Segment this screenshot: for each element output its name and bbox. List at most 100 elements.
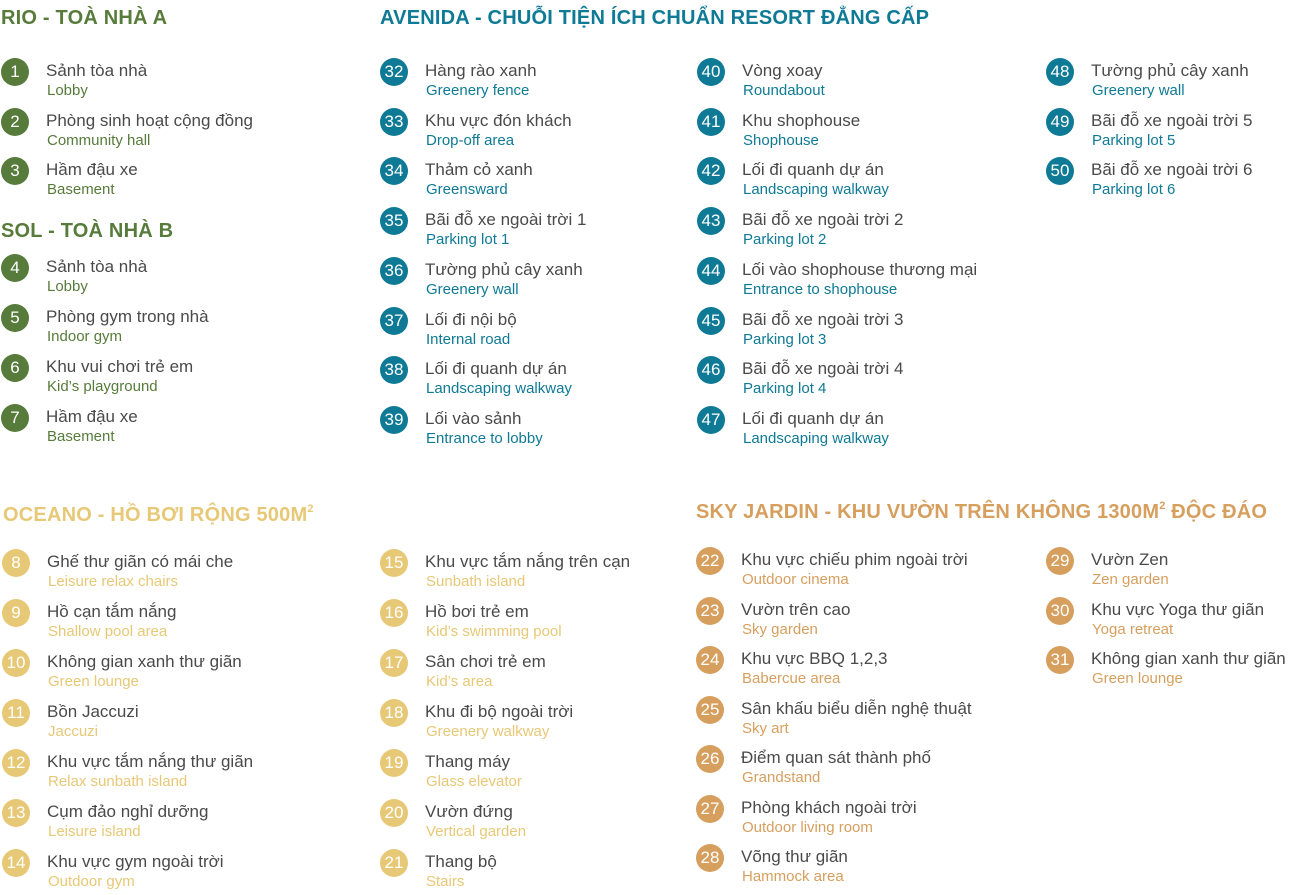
item-vietnamese-label: Khu shophouse <box>742 110 861 130</box>
item-english-label: Parking lot 4 <box>743 380 827 398</box>
item-english-label: Sky art <box>742 719 789 737</box>
item-vietnamese-label: Không gian xanh thư giãn <box>1091 649 1286 668</box>
list-item: 26 Điểm quan sát thành phố Grandstand <box>696 745 1026 789</box>
number-badge: 42 <box>697 157 725 186</box>
list-item: 35 Bãi đỗ xe ngoài trời 1 Parking lot 1 <box>380 207 710 251</box>
list-item: 14 Khu vực gym ngoài trời Outdoor gym <box>2 849 332 893</box>
item-english-label: Internal road <box>426 330 511 348</box>
list-item: 1 Sảnh tòa nhà Lobby <box>1 58 331 102</box>
number-badge: 40 <box>697 58 725 86</box>
item-vietnamese-label: Bãi đỗ xe ngoài trời 2 <box>742 210 904 230</box>
item-vietnamese-label: Bãi đỗ xe ngoài trời 4 <box>742 359 904 379</box>
item-english-label: Basement <box>47 428 115 445</box>
number-badge: 7 <box>1 404 29 432</box>
oceano-title: OCEANO - HỒ BƠI RỘNG 500M2 <box>3 497 314 527</box>
item-english-label: Greenery wall <box>426 280 519 298</box>
item-vietnamese-label: Thang bộ <box>425 852 497 871</box>
item-english-label: Babercue area <box>742 670 841 687</box>
number-badge: 34 <box>380 157 408 186</box>
list-item: 25 Sân khấu biểu diễn nghệ thuật Sky art <box>696 695 1026 740</box>
list-item: 42 Lối đi quanh dự án Landscaping walkway <box>697 157 1027 201</box>
list-item: 21 Thang bộ Stairs <box>380 849 710 893</box>
sky-title-text: SKY JARDIN - KHU VƯỜN TRÊN KHÔNG 1300M <box>696 501 1160 523</box>
item-vietnamese-label: Tường phủ cây xanh <box>1091 61 1249 80</box>
list-item: 43 Bãi đỗ xe ngoài trời 2 Parking lot 2 <box>697 207 1027 251</box>
list-item: 37 Lối đi nội bộ Internal road <box>380 306 710 351</box>
number-badge: 15 <box>380 549 408 577</box>
number-badge: 17 <box>380 649 408 677</box>
number-badge: 29 <box>1046 547 1074 575</box>
number-badge: 41 <box>697 107 725 136</box>
item-english-label: Landscaping walkway <box>426 380 572 398</box>
list-item: 36 Tường phủ cây xanh Greenery wall <box>380 256 710 301</box>
list-item: 33 Khu vực đón khách Drop-off area <box>380 107 710 152</box>
item-vietnamese-label: Khu vực tắm nắng trên cạn <box>425 552 631 571</box>
item-english-label: Leisure island <box>48 823 141 840</box>
item-english-label: Lobby <box>47 278 88 295</box>
item-vietnamese-label: Phòng khách ngoài trời <box>741 797 917 817</box>
item-vietnamese-label: Khu vực chiếu phim ngoài trời <box>741 550 968 569</box>
list-item: 11 Bồn Jaccuzi Jaccuzi <box>2 699 332 743</box>
number-badge: 28 <box>696 844 724 872</box>
item-english-label: Kid’s playground <box>47 378 158 395</box>
list-item: 50 Bãi đỗ xe ngoài trời 6 Parking lot 6 <box>1046 157 1300 201</box>
item-english-label: Stairs <box>426 873 465 890</box>
item-vietnamese-label: Sảnh tòa nhà <box>46 257 148 276</box>
list-item: 16 Hồ bơi trẻ em Kid’s swimming pool <box>380 599 710 643</box>
list-item: 19 Thang máy Glass elevator <box>380 749 710 793</box>
number-badge: 43 <box>697 207 725 236</box>
item-vietnamese-label: Bãi đỗ xe ngoài trời 1 <box>425 210 587 230</box>
item-vietnamese-label: Hàng rào xanh <box>425 61 537 80</box>
number-badge: 11 <box>2 699 30 727</box>
item-vietnamese-label: Bãi đỗ xe ngoài trời 5 <box>1091 110 1253 130</box>
list-item: 9 Hồ cạn tắm nắng Shallow pool area <box>2 599 332 643</box>
item-vietnamese-label: Thảm cỏ xanh <box>425 160 533 180</box>
list-item: 45 Bãi đỗ xe ngoài trời 3 Parking lot 3 <box>697 306 1027 351</box>
list-item: 27 Phòng khách ngoài trời Outdoor living r… <box>696 794 1026 839</box>
item-vietnamese-label: Phòng sinh hoạt cộng đồng <box>46 110 254 130</box>
number-badge: 19 <box>380 749 408 777</box>
list-item: 4 Sảnh tòa nhà Lobby <box>1 254 331 298</box>
item-vietnamese-label: Võng thư giãn <box>741 847 848 866</box>
item-english-label: Basement <box>47 181 115 198</box>
list-item: 32 Hàng rào xanh Greenery fence <box>380 58 710 102</box>
number-badge: 2 <box>1 107 29 136</box>
item-english-label: Parking lot 3 <box>743 330 827 348</box>
item-english-label: Indoor gym <box>47 328 123 345</box>
number-badge: 6 <box>1 354 29 382</box>
list-item: 13 Cụm đảo nghỉ dưỡng Leisure island <box>2 799 332 843</box>
item-vietnamese-label: Bãi đỗ xe ngoài trời 6 <box>1091 160 1253 180</box>
sky-title-tail: ĐỘC ĐÁO <box>1165 501 1268 523</box>
number-badge: 26 <box>696 745 724 773</box>
list-item: 47 Lối đi quanh dự án Landscaping walkway <box>697 405 1027 450</box>
number-badge: 24 <box>696 646 724 674</box>
item-vietnamese-label: Lối đi quanh dự án <box>742 160 884 180</box>
list-item: 28 Võng thư giãn Hammock area <box>696 844 1026 888</box>
item-vietnamese-label: Bồn Jaccuzi <box>47 702 139 721</box>
number-badge: 9 <box>2 599 30 627</box>
item-english-label: Relax sunbath island <box>48 773 188 790</box>
item-vietnamese-label: Khu vực đón khách <box>425 110 572 130</box>
item-vietnamese-label: Khu vực Yoga thư giãn <box>1091 599 1265 619</box>
item-english-label: Greenery fence <box>426 82 530 99</box>
item-vietnamese-label: Phòng gym trong nhà <box>46 307 209 326</box>
list-item: 5 Phòng gym trong nhà Indoor gym <box>1 304 331 348</box>
rio-title: RIO - TOÀ NHÀ A <box>1 7 168 29</box>
item-vietnamese-label: Khu vực tắm nắng thư giãn <box>47 752 254 771</box>
item-english-label: Entrance to shophouse <box>743 280 898 298</box>
number-badge: 31 <box>1046 646 1074 674</box>
item-english-label: Parking lot 5 <box>1092 131 1176 149</box>
item-english-label: Yoga retreat <box>1092 620 1174 638</box>
number-badge: 49 <box>1046 107 1074 136</box>
item-vietnamese-label: Sân khấu biểu diễn nghệ thuật <box>741 698 972 718</box>
number-badge: 23 <box>696 596 724 625</box>
item-english-label: Parking lot 1 <box>426 231 510 249</box>
sol-title: SOL - TOÀ NHÀ B <box>1 220 174 242</box>
number-badge: 1 <box>1 58 29 86</box>
sky-title-sup: 2 <box>1159 500 1166 512</box>
item-english-label: Shallow pool area <box>48 623 168 640</box>
item-english-label: Zen garden <box>1092 571 1169 588</box>
item-vietnamese-label: Khu đi bộ ngoài trời <box>425 702 574 721</box>
list-item: 3 Hầm đậu xe Basement <box>1 157 331 201</box>
list-item: 2 Phòng sinh hoạt cộng đồng Community hall <box>1 107 331 152</box>
